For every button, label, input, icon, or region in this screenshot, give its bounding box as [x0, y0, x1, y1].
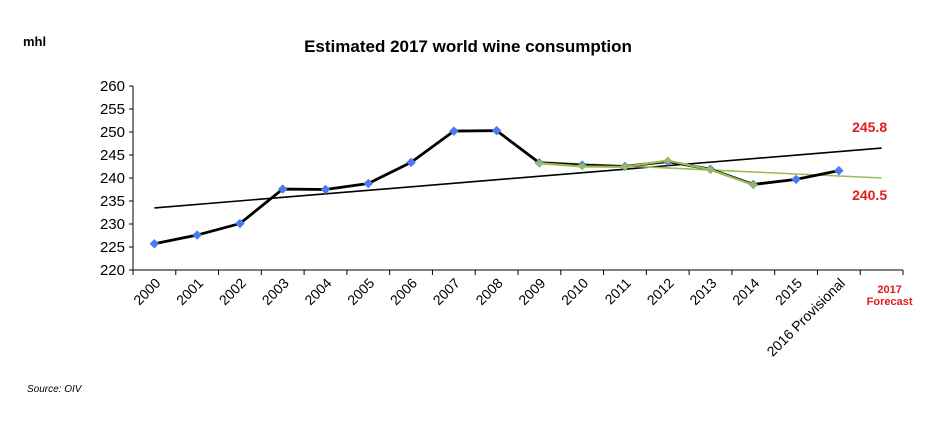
x-tick-label: 2008 — [472, 275, 505, 308]
x-tick-label-forecast: 2017 — [877, 284, 901, 296]
x-tick-label: 2016 Provisional — [763, 275, 848, 360]
x-tick-label: 2009 — [515, 275, 548, 308]
data-point — [192, 230, 203, 240]
data-point — [406, 157, 416, 168]
x-tick-label: 2010 — [558, 275, 591, 308]
y-tick-label: 245 — [100, 147, 125, 164]
annotation-lower: 240.5 — [852, 187, 887, 203]
x-tick-label: 2001 — [173, 275, 206, 308]
data-point — [277, 184, 288, 194]
data-point — [491, 125, 502, 136]
x-tick-label: 2004 — [301, 275, 334, 308]
data-point — [448, 126, 459, 136]
x-tick-label: 2015 — [772, 275, 805, 308]
x-tick-label: 2011 — [601, 275, 634, 308]
y-tick-label: 250 — [100, 124, 125, 141]
x-tick-label: 2012 — [643, 275, 676, 308]
data-point-green — [578, 162, 587, 171]
x-tick-label: 2000 — [130, 275, 163, 308]
y-tick-label: 240 — [100, 170, 125, 187]
data-point — [363, 178, 374, 189]
data-point-green — [749, 180, 758, 189]
y-tick-label: 230 — [100, 216, 125, 233]
x-tick-label: 2013 — [686, 275, 719, 308]
data-point — [235, 218, 245, 229]
y-tick-label: 235 — [100, 193, 125, 210]
x-tick-label: 2005 — [344, 275, 377, 308]
x-tick-label: 2006 — [387, 275, 420, 308]
y-tick-label: 225 — [100, 239, 125, 256]
x-tick-label: 2007 — [430, 275, 463, 308]
x-tick-label: 2014 — [729, 275, 762, 308]
trendline-all-years — [154, 147, 882, 209]
series-line-green — [539, 159, 754, 186]
annotation-upper: 245.8 — [852, 119, 887, 135]
data-point — [791, 174, 801, 185]
y-tick-label: 255 — [100, 101, 125, 118]
data-point — [320, 184, 331, 195]
x-tick-label: 2002 — [216, 275, 249, 308]
series-line-main — [154, 129, 840, 246]
chart-title: Estimated 2017 world wine consumption — [304, 37, 632, 56]
x-tick-label-forecast: Forecast — [867, 296, 913, 308]
y-tick-label: 260 — [100, 78, 125, 95]
data-point-green — [535, 159, 544, 168]
source-note: Source: OIV — [27, 384, 82, 395]
data-point — [833, 165, 844, 176]
data-point — [149, 238, 160, 249]
y-unit-label: mhl — [23, 34, 47, 49]
x-tick-label: 2003 — [258, 275, 291, 308]
y-tick-label: 220 — [100, 262, 125, 279]
data-point-green — [706, 165, 715, 174]
data-point-green — [663, 156, 672, 165]
data-point-green — [620, 163, 629, 171]
